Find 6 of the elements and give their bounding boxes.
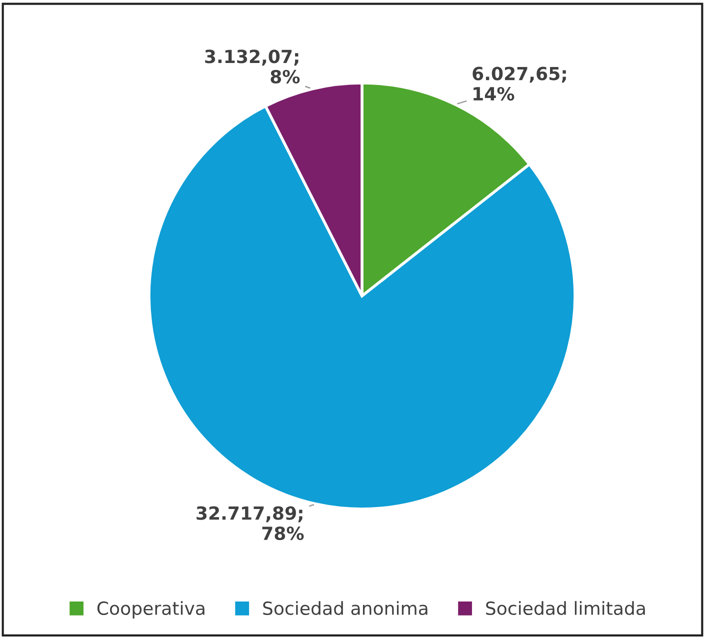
- legend-label: Sociedad anonima: [263, 601, 428, 616]
- legend-label: Cooperativa: [97, 601, 204, 619]
- data-label: 3.132,07; 8%: [205, 50, 300, 84]
- data-label: 6.027,65; 14%: [472, 66, 566, 101]
- legend-label: Sociedad limitada: [486, 601, 645, 616]
- data-label: 32.717,89; 78%: [196, 506, 304, 540]
